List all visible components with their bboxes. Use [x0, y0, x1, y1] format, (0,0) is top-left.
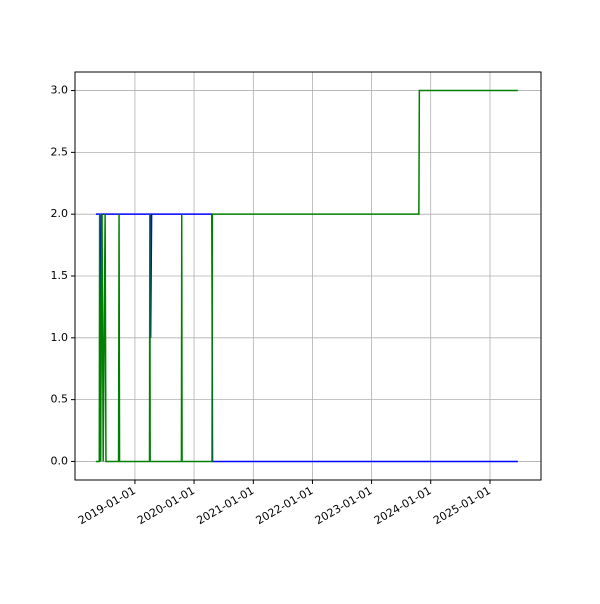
y-tick-label: 2.5	[51, 145, 69, 158]
y-tick-label: 0.5	[51, 393, 69, 406]
y-tick-label: 2.0	[51, 207, 69, 220]
y-tick-label: 1.0	[51, 331, 69, 344]
y-tick-label: 3.0	[51, 84, 69, 97]
plot-frame	[74, 71, 542, 481]
y-tick-label: 0.0	[51, 454, 69, 467]
line-series	[95, 89, 518, 463]
y-tick-label: 1.5	[51, 269, 69, 282]
